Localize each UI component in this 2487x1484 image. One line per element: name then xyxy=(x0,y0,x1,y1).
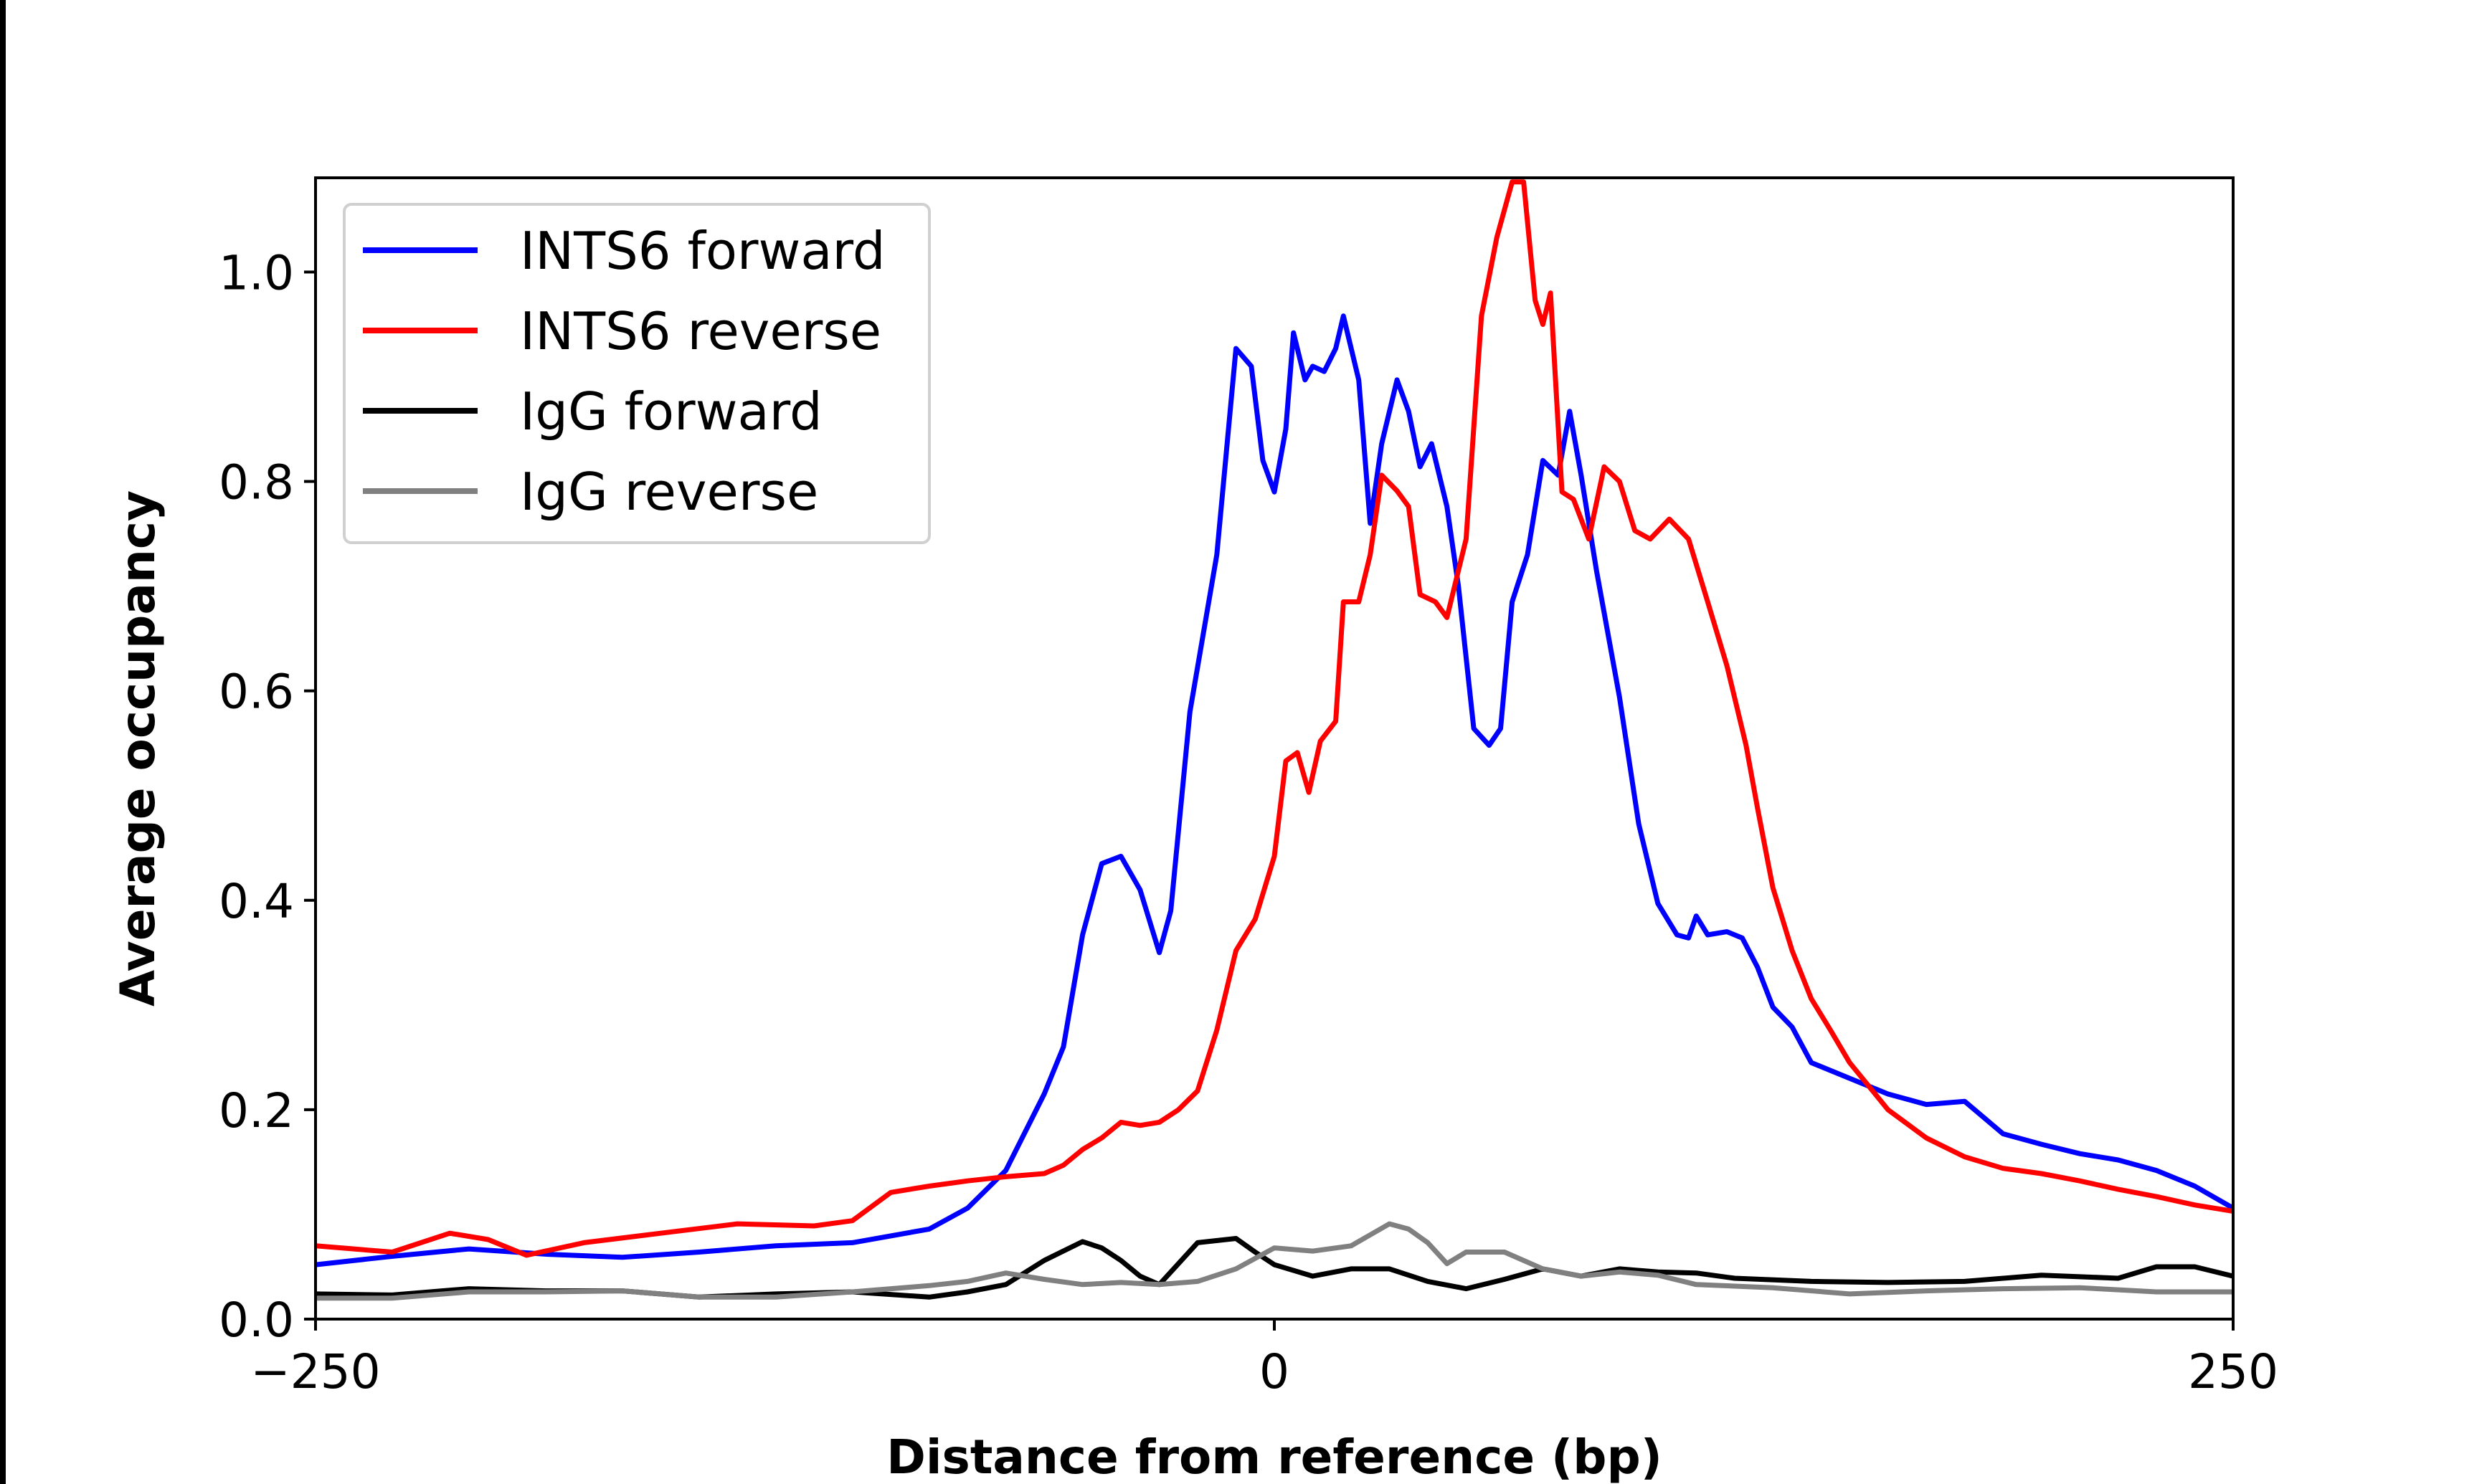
legend-label: INTS6 reverse xyxy=(520,301,881,361)
y-tick-label: 0.6 xyxy=(219,665,294,720)
y-tick-label: 0.8 xyxy=(219,455,294,510)
y-tick-label: 0.2 xyxy=(219,1083,294,1138)
x-axis-ticks: −250 0 250 xyxy=(250,1319,2278,1399)
left-edge-bar xyxy=(0,0,6,1484)
x-tick-label: −250 xyxy=(250,1344,380,1399)
plot-lines xyxy=(316,179,2233,1301)
x-tick-label: 0 xyxy=(1259,1344,1289,1399)
legend-label: IgG forward xyxy=(520,381,823,442)
legend: INTS6 forward INTS6 reverse IgG forward IgG… xyxy=(343,203,931,544)
y-axis-ticks: 0.0 0.2 0.4 0.6 0.8 1.0 xyxy=(219,245,316,1348)
series-line-ints6-forward xyxy=(316,313,2233,1267)
y-tick-label: 1.0 xyxy=(219,245,294,300)
legend-label: INTS6 forward xyxy=(520,221,886,281)
series-line-ints6-reverse xyxy=(316,179,2233,1258)
x-axis-label: Distance from reference (bp) xyxy=(886,1430,1662,1484)
y-axis-label: Average occupancy xyxy=(110,490,166,1007)
legend-label: IgG reverse xyxy=(520,462,818,522)
y-tick-label: 0.0 xyxy=(219,1293,294,1348)
series-line-igg-reverse xyxy=(316,1221,2233,1301)
x-tick-label: 250 xyxy=(2188,1344,2278,1399)
y-tick-label: 0.4 xyxy=(219,874,294,929)
legend-box xyxy=(343,203,931,544)
